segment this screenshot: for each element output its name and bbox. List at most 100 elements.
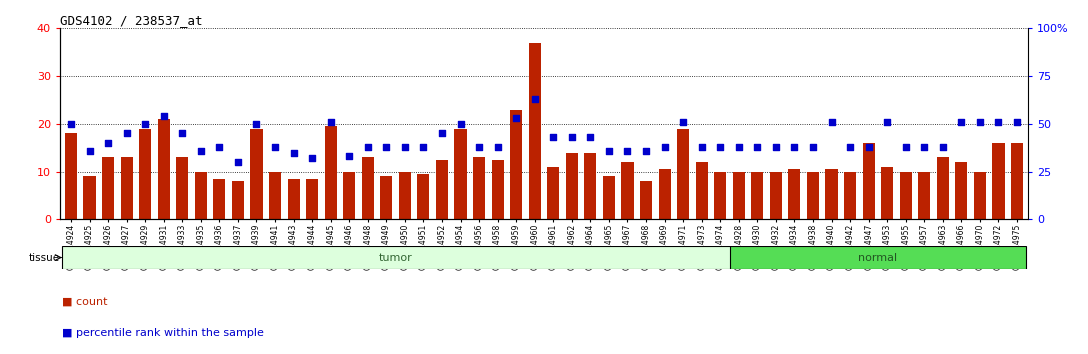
Point (545, 135, 562, 140)
Bar (729, 246, 1026, 269)
Point (656, 144, 673, 150)
Point (730, 144, 747, 150)
Bar (677, 129, 689, 219)
Bar (770, 172, 782, 219)
Bar (881, 167, 893, 219)
Point (267, 144, 284, 150)
Bar (381, 176, 393, 219)
Bar (436, 160, 448, 219)
Point (415, 144, 432, 150)
Point (304, 155, 321, 161)
Bar (603, 176, 615, 219)
Bar (844, 172, 856, 219)
Point (767, 144, 784, 150)
Point (452, 121, 469, 127)
Point (601, 148, 618, 154)
Bar (250, 129, 262, 219)
Bar (807, 172, 819, 219)
Bar (455, 129, 467, 219)
Point (693, 144, 710, 150)
Text: ■ count: ■ count (62, 296, 108, 307)
Bar (139, 129, 151, 219)
Bar (937, 157, 949, 219)
Bar (399, 172, 411, 219)
Point (396, 144, 413, 150)
Point (230, 159, 247, 165)
Bar (473, 157, 485, 219)
Bar (84, 176, 96, 219)
Point (897, 144, 914, 150)
Point (193, 148, 210, 154)
Point (174, 131, 191, 136)
Bar (529, 42, 541, 219)
Bar (195, 172, 207, 219)
Point (712, 144, 729, 150)
Bar (269, 172, 281, 219)
Bar (789, 169, 801, 219)
Point (953, 119, 970, 125)
Point (359, 144, 376, 150)
Bar (102, 157, 114, 219)
Text: tumor: tumor (379, 252, 412, 263)
Point (638, 148, 655, 154)
Bar (343, 172, 356, 219)
Bar (918, 172, 930, 219)
Bar (752, 172, 764, 219)
Bar (287, 179, 299, 219)
Point (749, 144, 766, 150)
Point (619, 148, 636, 154)
Point (972, 119, 989, 125)
Point (378, 144, 395, 150)
Bar (62, 246, 729, 269)
Bar (695, 162, 707, 219)
Bar (640, 181, 652, 219)
Bar (213, 179, 225, 219)
Point (526, 96, 543, 102)
Point (935, 144, 952, 150)
Text: ■ percentile rank within the sample: ■ percentile rank within the sample (62, 328, 264, 338)
Point (81, 148, 98, 154)
Text: GDS4102 / 238537_at: GDS4102 / 238537_at (60, 14, 202, 27)
Bar (566, 153, 578, 219)
Bar (714, 172, 727, 219)
Point (990, 119, 1007, 125)
Bar (900, 172, 912, 219)
Point (62, 121, 79, 127)
Bar (158, 119, 170, 219)
Bar (324, 126, 336, 219)
Point (118, 131, 135, 136)
Point (470, 144, 487, 150)
Bar (418, 174, 430, 219)
Bar (621, 162, 633, 219)
Point (99, 140, 116, 146)
Point (786, 144, 803, 150)
Bar (863, 143, 875, 219)
Point (211, 144, 228, 150)
Point (489, 144, 506, 150)
Point (804, 144, 821, 150)
Bar (826, 169, 838, 219)
Point (341, 154, 358, 159)
Point (675, 119, 692, 125)
Point (1009, 119, 1026, 125)
Point (823, 119, 840, 125)
Bar (306, 179, 318, 219)
Point (136, 121, 153, 127)
Point (564, 135, 581, 140)
Bar (732, 172, 745, 219)
Bar (1011, 143, 1023, 219)
Bar (584, 153, 596, 219)
Point (248, 121, 265, 127)
Bar (176, 157, 188, 219)
Text: tissue: tissue (29, 252, 60, 263)
Bar (955, 162, 967, 219)
Point (433, 131, 450, 136)
Bar (992, 143, 1004, 219)
Bar (974, 172, 986, 219)
Point (878, 119, 895, 125)
Bar (547, 167, 559, 219)
Bar (232, 181, 244, 219)
Bar (510, 110, 522, 219)
Bar (492, 160, 504, 219)
Point (841, 144, 858, 150)
